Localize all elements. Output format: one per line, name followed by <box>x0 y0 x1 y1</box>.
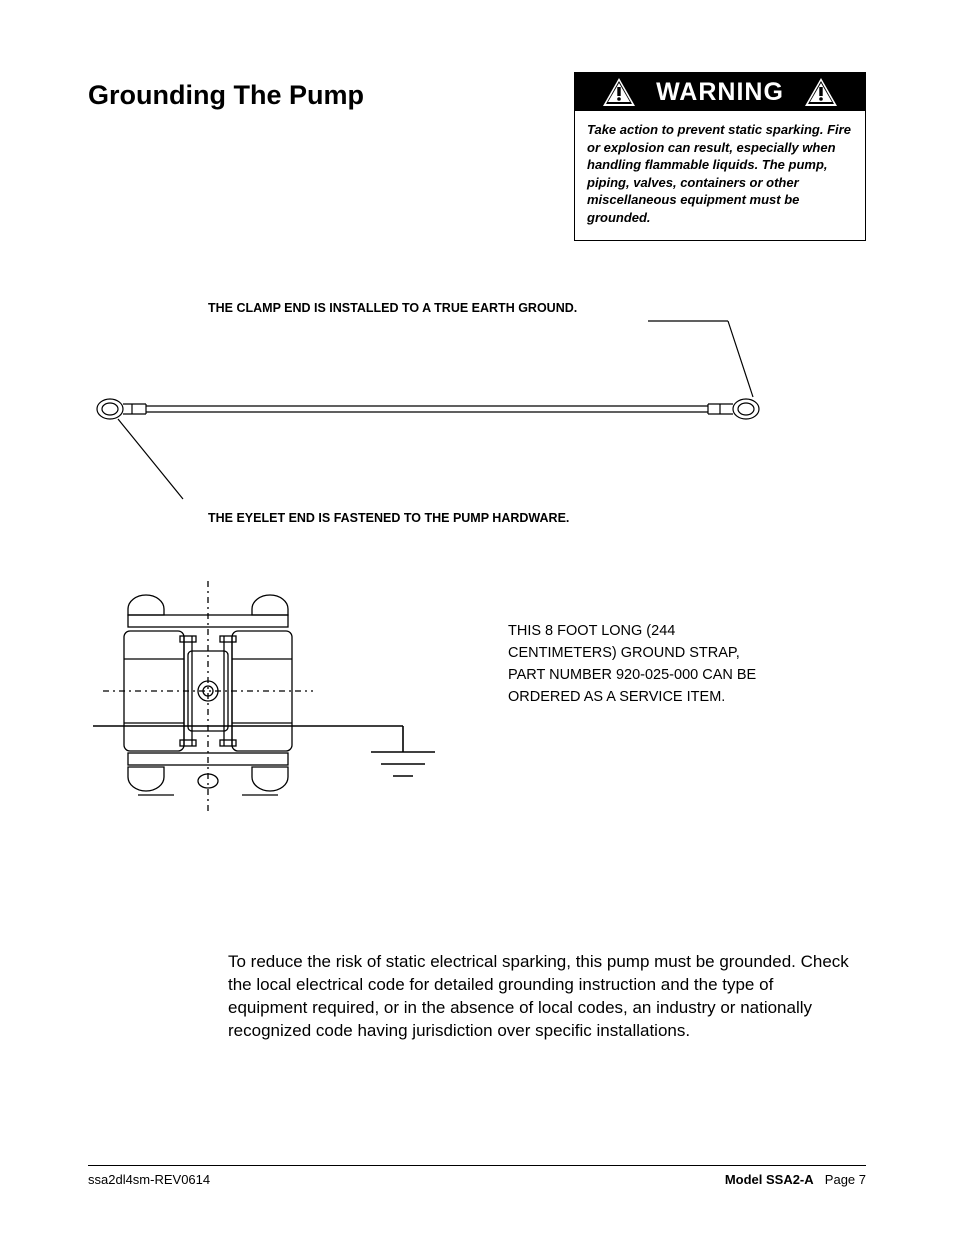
footer-page: Page 7 <box>825 1172 866 1187</box>
warning-triangle-left-icon <box>602 77 636 107</box>
ground-strap-svg <box>88 301 868 531</box>
ground-note-column: THIS 8 FOOT LONG (244 CENTIMETERS) GROUN… <box>388 581 866 796</box>
warning-box: WARNING Take action to prevent static sp… <box>574 72 866 241</box>
caption-eyelet-end: THE EYELET END IS FASTENED TO THE PUMP H… <box>208 511 569 525</box>
page-footer: ssa2dl4sm-REV0614 Model SSA2-A Page 7 <box>88 1165 866 1187</box>
page: Grounding The Pump WARNING <box>0 0 954 1235</box>
footer-doc-id: ssa2dl4sm-REV0614 <box>88 1172 210 1187</box>
warning-triangle-right-icon <box>804 77 838 107</box>
body-paragraph: To reduce the risk of static electrical … <box>228 951 856 1043</box>
ground-strap-diagram: THE CLAMP END IS INSTALLED TO A TRUE EAR… <box>88 301 866 561</box>
warning-body-text: Take action to prevent static sparking. … <box>575 111 865 240</box>
page-title: Grounding The Pump <box>88 80 364 111</box>
pump-ground-row: THIS 8 FOOT LONG (244 CENTIMETERS) GROUN… <box>88 581 866 811</box>
footer-model-page: Model SSA2-A Page 7 <box>725 1172 866 1187</box>
warning-header: WARNING <box>575 73 865 111</box>
ground-symbol-diagram <box>93 716 653 796</box>
footer-model: Model SSA2-A <box>725 1172 813 1187</box>
ground-strap-note: THIS 8 FOOT LONG (244 CENTIMETERS) GROUN… <box>508 621 763 708</box>
warning-label: WARNING <box>656 78 784 107</box>
header-row: Grounding The Pump WARNING <box>88 72 866 241</box>
